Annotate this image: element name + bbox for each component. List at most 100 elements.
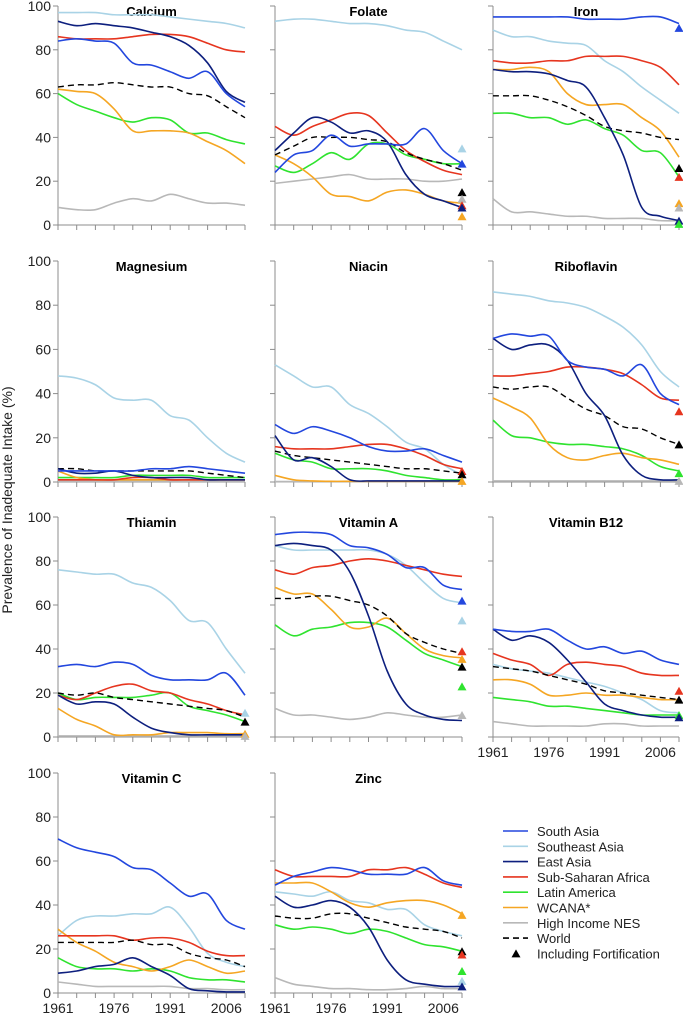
series-line-world — [58, 939, 246, 968]
panel-title: Niacin — [349, 259, 388, 274]
series-line-sub-saharan-africa — [492, 365, 680, 402]
series-line-southeast-asia — [274, 890, 463, 937]
panel-zinc: 1961 1976 1991 2006 Zinc — [259, 771, 467, 1016]
y-tick-label: 20 — [35, 430, 51, 446]
x-tick-label: 1976 — [316, 1000, 347, 1016]
series-line-south-asia — [492, 628, 680, 666]
legend-item: Sub-Saharan Africa — [503, 870, 651, 885]
y-tick-label: 0 — [43, 217, 51, 233]
y-tick-label: 40 — [35, 897, 51, 913]
x-tick-label: 1991 — [372, 1000, 403, 1016]
panel-title: Vitamin B12 — [549, 515, 623, 530]
series-line-wcana — [492, 678, 680, 701]
y-tick-label: 60 — [35, 86, 51, 102]
series-line-latin-america — [274, 141, 463, 174]
legend-item: East Asia — [503, 855, 592, 870]
y-tick-label: 20 — [35, 941, 51, 957]
series-line-latin-america — [274, 924, 463, 952]
series-line-latin-america — [274, 452, 463, 481]
series-line-wcana — [57, 928, 246, 975]
y-tick-label: 40 — [35, 129, 51, 145]
fortification-marker — [457, 203, 467, 212]
fortification-marker — [457, 950, 467, 959]
legend-item: Including Fortification — [511, 946, 660, 961]
legend-item: High Income NES — [503, 916, 641, 931]
series-line-south-asia — [274, 127, 463, 174]
x-tick-label: 1976 — [99, 1000, 130, 1016]
fortification-marker — [457, 711, 467, 719]
fortification-marker — [457, 194, 467, 203]
series-line-southeast-asia — [274, 544, 463, 604]
fortification-marker — [674, 686, 683, 695]
series-line-wcana — [274, 154, 463, 204]
y-axis-label: Prevalence of Inadequate Intake (%) — [0, 386, 15, 613]
y-tick-label: 60 — [35, 597, 51, 613]
series-line-east-asia — [274, 542, 463, 722]
y-tick-label: 60 — [35, 341, 51, 357]
series-line-east-asia — [57, 467, 245, 481]
series-line-latin-america — [492, 419, 680, 472]
fortification-marker — [457, 982, 467, 991]
x-tick-label: 1991 — [155, 1000, 186, 1016]
legend-label: South Asia — [537, 824, 600, 839]
fortification-marker — [457, 662, 467, 671]
x-tick-label: 1961 — [42, 1000, 73, 1016]
legend-label: Latin America — [537, 885, 617, 900]
y-tick-label: 0 — [43, 474, 51, 490]
series-line-southeast-asia — [492, 663, 680, 714]
legend-item: Southeast Asia — [503, 839, 624, 854]
legend-triangle-icon — [511, 949, 521, 958]
series-line-world — [274, 450, 463, 474]
series-line-high-income-nes — [492, 720, 679, 727]
y-tick-label: 100 — [28, 509, 52, 525]
y-tick-label: 0 — [43, 985, 51, 1001]
series-line-high-income-nes — [57, 193, 246, 212]
series-line-south-asia — [57, 38, 246, 108]
x-tick-label: 2006 — [428, 1000, 459, 1016]
series-line-wcana — [57, 88, 246, 165]
fortification-marker — [457, 476, 467, 485]
legend-label: World — [537, 931, 571, 946]
fortification-marker — [674, 172, 683, 181]
legend-item: South Asia — [503, 824, 600, 839]
fortification-marker — [240, 717, 250, 726]
fortification-marker — [674, 199, 683, 208]
series-line-east-asia — [57, 694, 245, 736]
fortification-marker — [457, 647, 467, 656]
series-line-southeast-asia — [58, 11, 246, 29]
series-line-southeast-asia — [57, 569, 246, 674]
series-line-east-asia — [492, 68, 680, 222]
panel-title: Iron — [574, 4, 599, 19]
fortification-marker — [674, 23, 683, 32]
legend-item: WCANA* — [503, 901, 590, 916]
series-line-world — [492, 665, 680, 701]
series-line-high-income-nes — [57, 981, 246, 991]
series-line-southeast-asia — [492, 29, 680, 114]
panel-folate: Folate — [270, 4, 467, 230]
series-line-south-asia — [58, 465, 246, 474]
series-line-sub-saharan-africa — [274, 557, 463, 578]
y-tick-label: 0 — [43, 729, 51, 745]
legend-label: East Asia — [537, 855, 592, 870]
series-line-world — [57, 81, 246, 119]
legend-item: World — [503, 931, 571, 946]
series-line-wcana — [274, 586, 463, 659]
fortification-marker — [457, 910, 467, 919]
series-line-wcana — [275, 881, 463, 915]
panel-thiamin: 0 20 40 60 80 100 Thiamin — [28, 509, 250, 745]
series-line-south-asia — [492, 333, 680, 406]
panel-title: Magnesium — [116, 259, 188, 274]
fortification-marker — [240, 708, 250, 717]
fortification-marker — [674, 713, 683, 722]
y-tick-label: 60 — [35, 853, 51, 869]
series-line-sub-saharan-africa — [274, 866, 463, 889]
series-line-latin-america — [57, 92, 246, 145]
series-line-latin-america — [274, 621, 463, 668]
fortification-marker — [457, 976, 467, 985]
y-tick-label: 80 — [35, 809, 51, 825]
y-tick-label: 80 — [35, 42, 51, 58]
